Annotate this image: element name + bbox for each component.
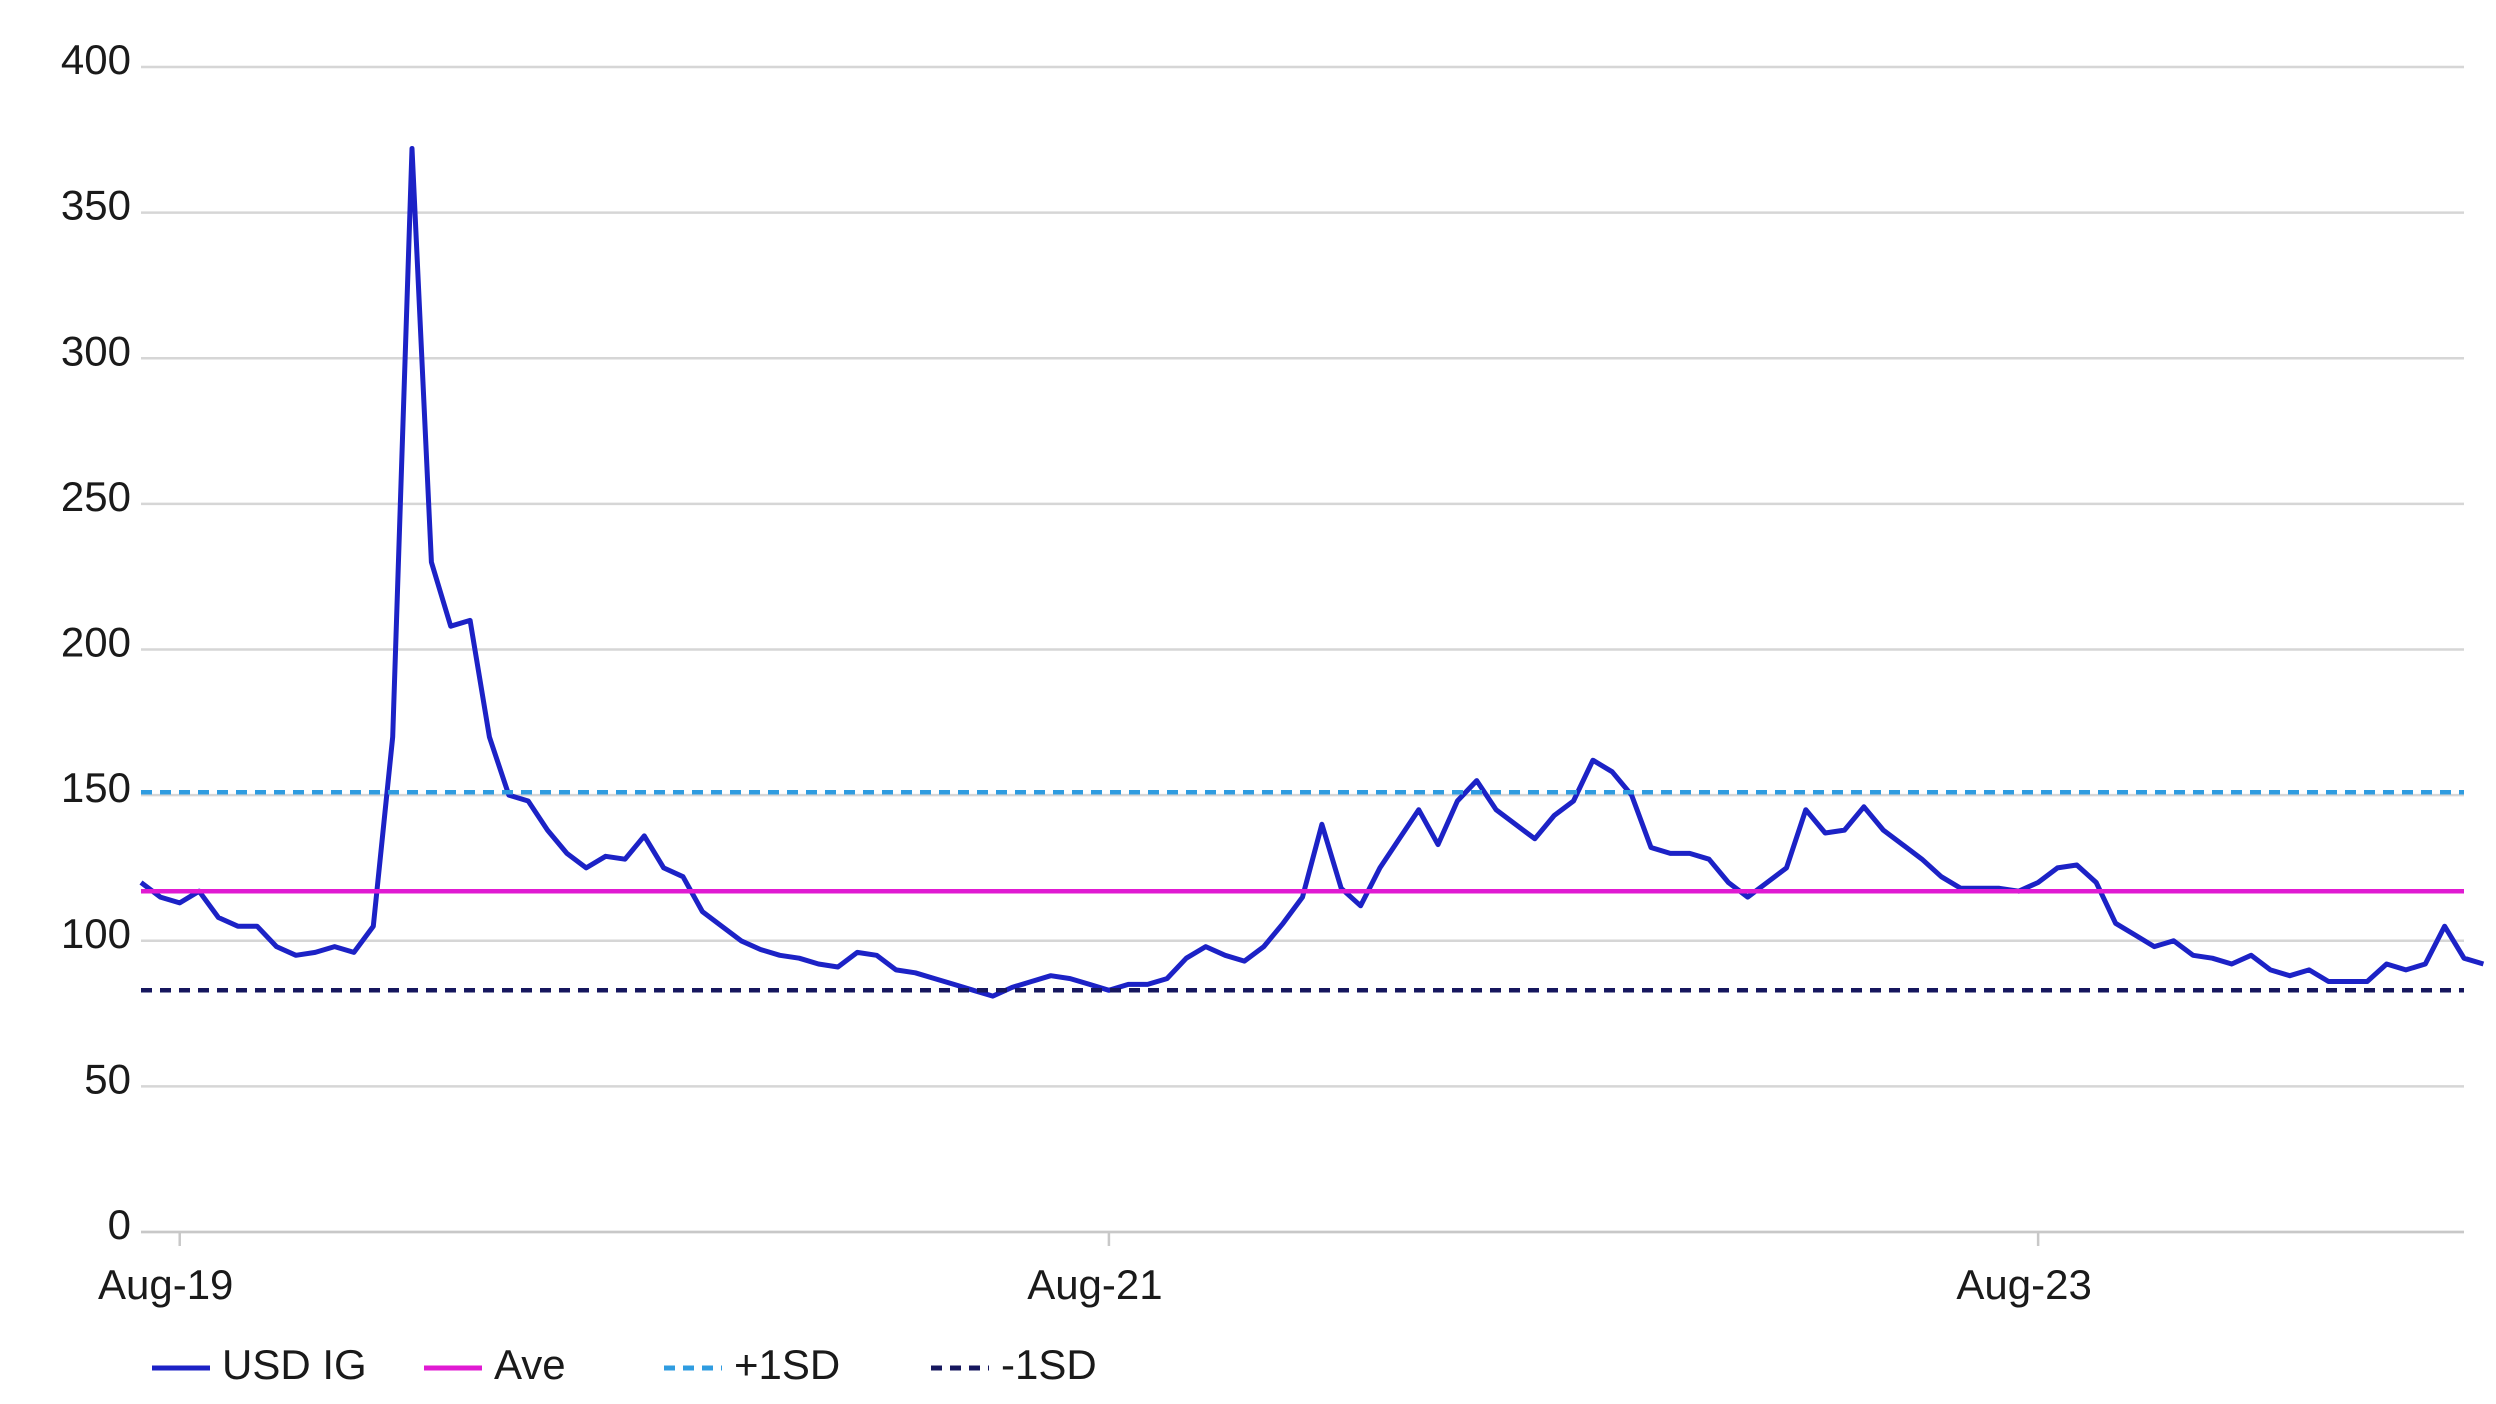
y-tick-label: 350 (61, 182, 131, 229)
data-line (139, 146, 2485, 999)
legend-label: Ave (494, 1341, 566, 1388)
y-tick-label: 400 (61, 36, 131, 83)
y-tick-label: 0 (108, 1201, 131, 1248)
x-tick-label: Aug-23 (1956, 1261, 2091, 1308)
y-tick-label: 50 (84, 1055, 131, 1102)
y-tick-label: 300 (61, 327, 131, 374)
y-tick-label: 150 (61, 764, 131, 811)
x-tick-label: Aug-19 (98, 1261, 233, 1308)
y-tick-label: 200 (61, 619, 131, 666)
legend-label: -1SD (1001, 1341, 1097, 1388)
legend-label: USD IG (222, 1341, 367, 1388)
legend-label: +1SD (734, 1341, 840, 1388)
x-tick-label: Aug-21 (1027, 1261, 1162, 1308)
y-tick-label: 250 (61, 473, 131, 520)
y-tick-label: 100 (61, 910, 131, 957)
